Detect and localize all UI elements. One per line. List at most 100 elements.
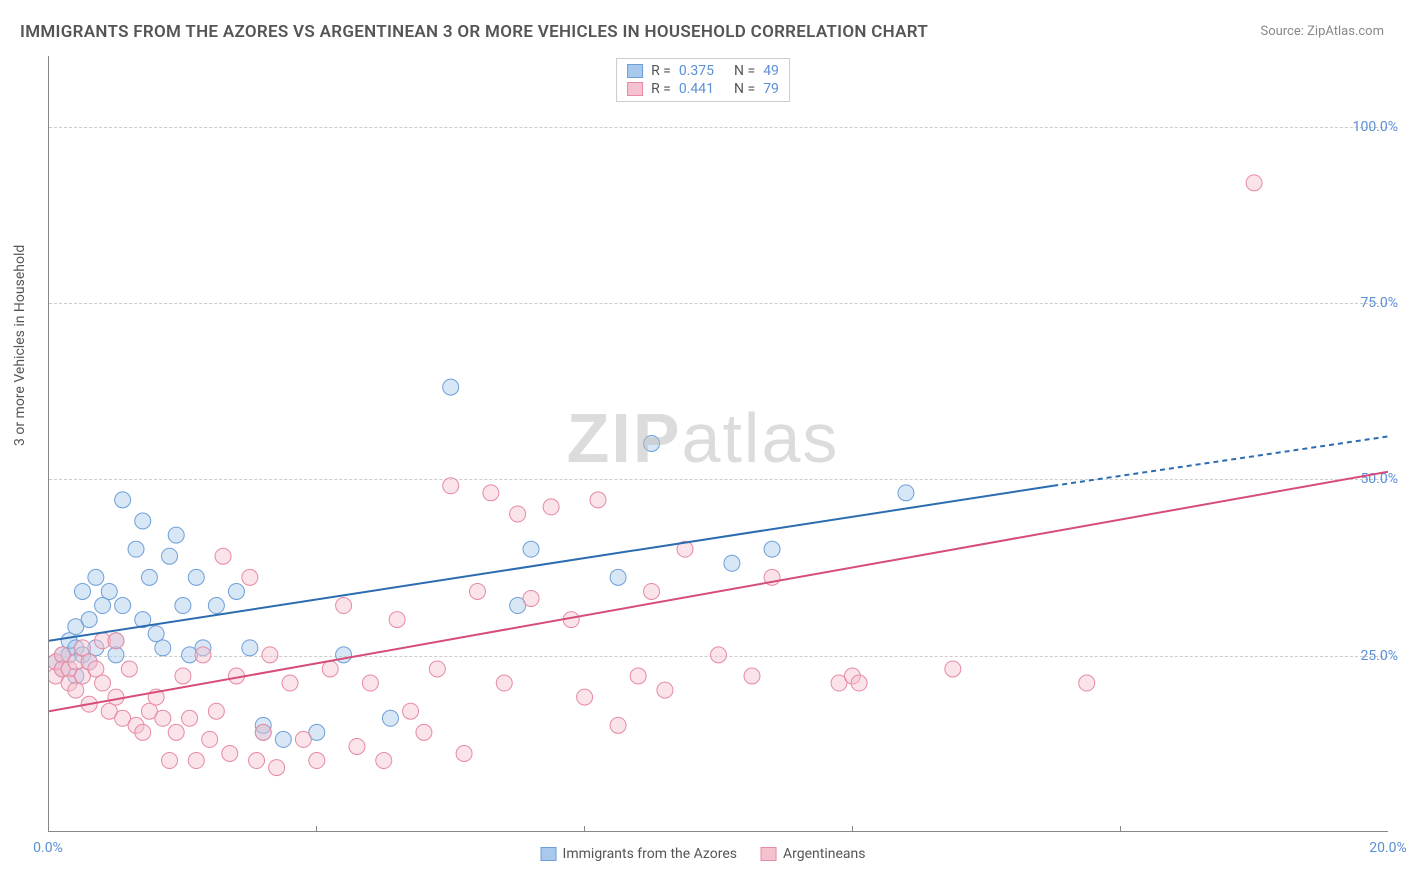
data-point	[222, 746, 238, 762]
data-point	[403, 703, 419, 719]
data-point	[389, 612, 405, 628]
data-point	[496, 675, 512, 691]
series-legend-item: Argentineans	[761, 846, 865, 862]
data-point	[851, 675, 867, 691]
data-point	[309, 753, 325, 769]
data-point	[644, 583, 660, 599]
data-point	[764, 541, 780, 557]
data-point	[711, 647, 727, 663]
legend-r-label: R =	[651, 63, 671, 79]
data-point	[269, 760, 285, 776]
data-point	[128, 541, 144, 557]
data-point	[202, 731, 218, 747]
data-point	[1246, 175, 1262, 191]
data-point	[657, 682, 673, 698]
y-axis-label: 3 or more Vehicles in Household	[12, 245, 28, 446]
legend-swatch-icon	[541, 847, 557, 861]
data-point	[68, 682, 84, 698]
correlation-legend-row: R =0.375N =49	[627, 63, 779, 79]
chart-container: IMMIGRANTS FROM THE AZORES VS ARGENTINEA…	[0, 0, 1406, 892]
correlation-legend: R = 0.375 N = 49 R = 0.441 N = 79	[616, 58, 790, 102]
data-point	[95, 675, 111, 691]
legend-n-value: 79	[763, 81, 779, 97]
data-point	[188, 753, 204, 769]
data-point	[630, 668, 646, 684]
data-point	[416, 724, 432, 740]
data-point	[108, 633, 124, 649]
data-point	[88, 569, 104, 585]
series-legend-item: Immigrants from the Azores	[541, 846, 737, 862]
series-legend-label: Argentineans	[783, 846, 865, 862]
data-point	[188, 569, 204, 585]
x-tick-label: 0.0%	[33, 840, 63, 856]
data-point	[115, 598, 131, 614]
data-point	[362, 675, 378, 691]
data-point	[135, 513, 151, 529]
data-point	[262, 647, 278, 663]
data-point	[135, 724, 151, 740]
data-point	[141, 569, 157, 585]
data-point	[208, 703, 224, 719]
correlation-legend-row: R = 0.441 N = 79	[627, 81, 779, 97]
legend-r-label: R =	[651, 81, 671, 97]
data-point	[182, 710, 198, 726]
trend-line-dashed	[1053, 436, 1388, 485]
data-point	[215, 548, 231, 564]
data-point	[88, 661, 104, 677]
x-tick-label: 20.0%	[1369, 840, 1406, 856]
plot-area	[48, 56, 1388, 832]
data-point	[744, 668, 760, 684]
legend-swatch-icon	[627, 82, 643, 96]
data-point	[101, 583, 117, 599]
data-point	[456, 746, 472, 762]
data-point	[81, 612, 97, 628]
legend-n-value: 49	[763, 63, 779, 79]
data-point	[322, 661, 338, 677]
data-point	[429, 661, 445, 677]
data-point	[376, 753, 392, 769]
data-point	[336, 598, 352, 614]
data-point	[162, 548, 178, 564]
data-point	[282, 675, 298, 691]
data-point	[543, 499, 559, 515]
data-point	[945, 661, 961, 677]
data-point	[74, 640, 90, 656]
data-point	[228, 583, 244, 599]
data-point	[175, 668, 191, 684]
chart-title: IMMIGRANTS FROM THE AZORES VS ARGENTINEA…	[20, 22, 928, 42]
source-label: Source: ZipAtlas.com	[1260, 24, 1384, 39]
series-legend: Immigrants from the Azores Argentineans	[541, 846, 866, 862]
data-point	[510, 506, 526, 522]
data-point	[295, 731, 311, 747]
data-point	[275, 731, 291, 747]
data-point	[249, 753, 265, 769]
data-point	[590, 492, 606, 508]
legend-r-value: 0.375	[679, 63, 714, 79]
data-point	[610, 569, 626, 585]
data-point	[469, 583, 485, 599]
data-point	[162, 753, 178, 769]
legend-r-value: 0.441	[679, 81, 714, 97]
data-point	[108, 647, 124, 663]
legend-swatch-icon	[761, 847, 777, 861]
data-point	[148, 626, 164, 642]
data-point	[443, 379, 459, 395]
data-point	[644, 436, 660, 452]
data-point	[610, 717, 626, 733]
data-point	[121, 661, 137, 677]
data-point	[74, 583, 90, 599]
data-point	[168, 724, 184, 740]
data-point	[115, 492, 131, 508]
scatter-svg	[49, 56, 1388, 831]
data-point	[898, 485, 914, 501]
legend-n-label: N =	[734, 81, 755, 97]
data-point	[483, 485, 499, 501]
data-point	[242, 569, 258, 585]
data-point	[168, 527, 184, 543]
data-point	[175, 598, 191, 614]
data-point	[382, 710, 398, 726]
data-point	[577, 689, 593, 705]
data-point	[155, 640, 171, 656]
data-point	[523, 591, 539, 607]
data-point	[242, 640, 258, 656]
